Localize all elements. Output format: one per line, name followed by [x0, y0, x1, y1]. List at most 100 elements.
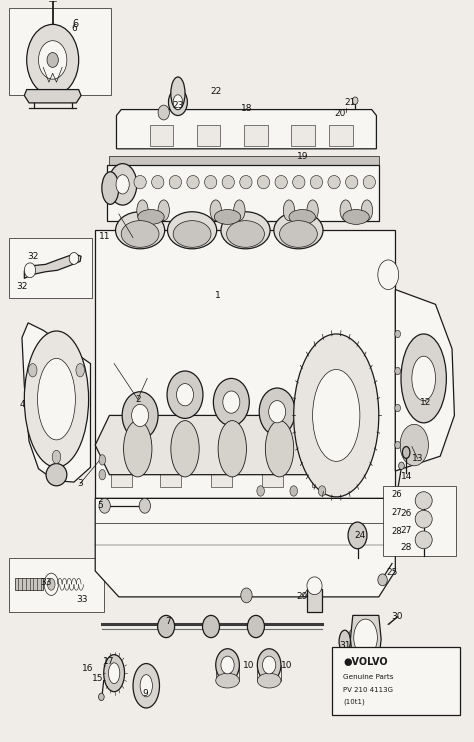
- Polygon shape: [117, 110, 376, 149]
- Text: 28: 28: [391, 527, 401, 536]
- Ellipse shape: [314, 410, 330, 433]
- Ellipse shape: [158, 200, 169, 220]
- Ellipse shape: [167, 211, 217, 249]
- Text: 14: 14: [401, 472, 412, 481]
- Ellipse shape: [213, 378, 249, 426]
- Text: 23: 23: [172, 102, 183, 111]
- Text: 29: 29: [297, 592, 308, 601]
- Bar: [150, 125, 173, 146]
- Ellipse shape: [415, 492, 432, 510]
- Text: 4: 4: [19, 400, 25, 409]
- Ellipse shape: [204, 175, 217, 188]
- Ellipse shape: [109, 164, 137, 205]
- Text: 26: 26: [391, 490, 401, 499]
- Ellipse shape: [169, 175, 182, 188]
- Text: 10: 10: [281, 661, 292, 670]
- Bar: [211, 428, 232, 487]
- Text: (10t1): (10t1): [343, 699, 365, 706]
- Ellipse shape: [134, 175, 146, 188]
- Ellipse shape: [116, 211, 164, 249]
- Ellipse shape: [346, 175, 358, 188]
- Polygon shape: [95, 499, 395, 597]
- Ellipse shape: [352, 97, 358, 105]
- Text: 31: 31: [339, 640, 350, 649]
- Ellipse shape: [187, 175, 199, 188]
- Ellipse shape: [173, 95, 182, 110]
- Ellipse shape: [24, 263, 36, 278]
- Ellipse shape: [27, 24, 79, 96]
- Ellipse shape: [318, 486, 326, 496]
- Ellipse shape: [47, 578, 55, 590]
- Ellipse shape: [222, 175, 235, 188]
- Ellipse shape: [218, 421, 246, 477]
- Ellipse shape: [304, 398, 340, 445]
- Text: 2: 2: [135, 395, 141, 404]
- Ellipse shape: [102, 172, 119, 204]
- Ellipse shape: [227, 220, 264, 247]
- Text: 24: 24: [354, 531, 365, 540]
- Bar: [262, 428, 283, 487]
- Text: 7: 7: [165, 617, 171, 626]
- Ellipse shape: [99, 455, 106, 465]
- Text: PV 210 4113G: PV 210 4113G: [343, 687, 393, 693]
- Text: 10: 10: [243, 661, 255, 670]
- Ellipse shape: [415, 510, 432, 528]
- Ellipse shape: [307, 577, 322, 594]
- Ellipse shape: [402, 447, 410, 459]
- Text: 12: 12: [420, 398, 432, 407]
- Ellipse shape: [361, 200, 373, 220]
- Text: 6: 6: [71, 24, 77, 33]
- Ellipse shape: [257, 175, 270, 188]
- Text: 27: 27: [391, 508, 401, 517]
- Text: Genuine Parts: Genuine Parts: [343, 674, 394, 680]
- Text: 18: 18: [241, 104, 252, 113]
- Ellipse shape: [104, 654, 125, 692]
- Ellipse shape: [221, 656, 234, 674]
- Ellipse shape: [99, 693, 104, 700]
- Polygon shape: [22, 323, 91, 482]
- Polygon shape: [307, 589, 322, 611]
- Ellipse shape: [269, 401, 286, 423]
- Text: 30: 30: [391, 612, 402, 621]
- Bar: [331, 647, 460, 715]
- Ellipse shape: [47, 53, 58, 68]
- Polygon shape: [24, 254, 81, 278]
- Bar: [244, 125, 268, 146]
- Ellipse shape: [124, 421, 152, 477]
- Bar: [15, 578, 43, 590]
- Bar: [9, 237, 92, 298]
- Text: 3: 3: [77, 479, 83, 488]
- Ellipse shape: [99, 499, 110, 513]
- Text: 9: 9: [142, 689, 148, 697]
- Ellipse shape: [257, 486, 264, 496]
- Ellipse shape: [152, 175, 164, 188]
- Ellipse shape: [24, 331, 89, 467]
- Ellipse shape: [139, 499, 151, 513]
- Text: 33: 33: [40, 577, 51, 587]
- Ellipse shape: [158, 105, 169, 120]
- Text: 25: 25: [386, 568, 398, 577]
- Ellipse shape: [348, 522, 367, 549]
- Polygon shape: [24, 90, 81, 103]
- Ellipse shape: [99, 470, 106, 480]
- Ellipse shape: [76, 364, 84, 377]
- Ellipse shape: [171, 421, 199, 477]
- Ellipse shape: [109, 663, 120, 683]
- Polygon shape: [109, 157, 379, 165]
- Text: 6: 6: [73, 19, 78, 29]
- Ellipse shape: [274, 211, 323, 249]
- Ellipse shape: [173, 220, 211, 247]
- Polygon shape: [350, 615, 381, 661]
- Polygon shape: [395, 289, 455, 471]
- Ellipse shape: [283, 200, 295, 220]
- Ellipse shape: [133, 663, 159, 708]
- Ellipse shape: [202, 615, 219, 637]
- Ellipse shape: [52, 450, 61, 464]
- Text: 15: 15: [92, 674, 103, 683]
- Ellipse shape: [290, 486, 298, 496]
- Ellipse shape: [339, 630, 350, 652]
- Text: 32: 32: [27, 252, 38, 260]
- Ellipse shape: [395, 330, 401, 338]
- Ellipse shape: [223, 391, 240, 413]
- Ellipse shape: [38, 41, 67, 79]
